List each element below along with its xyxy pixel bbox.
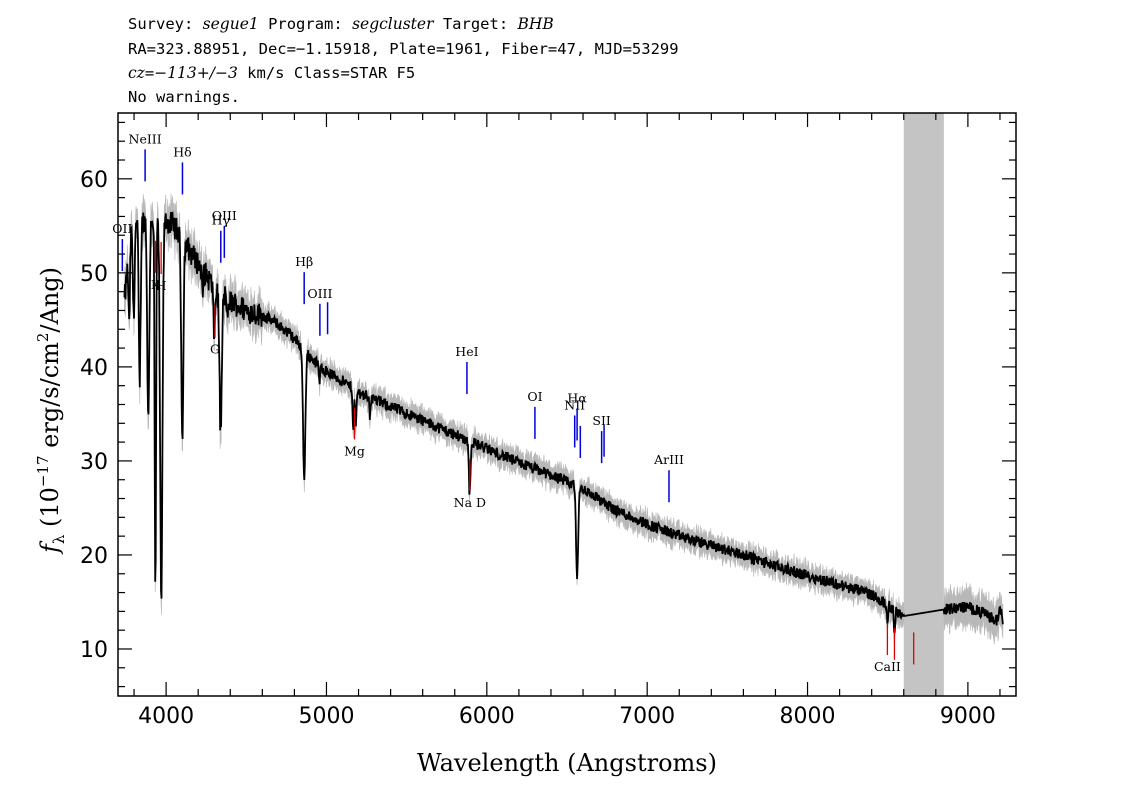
emission-label: Hγ bbox=[212, 213, 230, 228]
flux-spectrum-line bbox=[123, 210, 1004, 634]
emission-label: SII bbox=[592, 413, 611, 428]
x-tick-label: 7000 bbox=[619, 704, 675, 729]
program-label: Program: bbox=[259, 15, 352, 33]
header-line-1: Survey: segue1 Program: segcluster Targe… bbox=[128, 15, 554, 33]
target-label: Target: bbox=[434, 15, 518, 33]
absorption-label: Na D bbox=[454, 495, 486, 510]
program-value: segcluster bbox=[352, 15, 435, 33]
emission-label: Hα bbox=[567, 391, 587, 406]
class-text: km/s Class=STAR F5 bbox=[238, 64, 415, 82]
target-value: BHB bbox=[517, 15, 554, 33]
cz-label: cz bbox=[128, 64, 146, 82]
flux-error-band bbox=[124, 193, 1004, 645]
cz-value: −113+/−3 bbox=[154, 64, 238, 82]
x-tick-label: 6000 bbox=[459, 704, 515, 729]
y-label-sub: λ bbox=[50, 534, 68, 544]
emission-label: OIII bbox=[307, 286, 332, 301]
cz-equals: = bbox=[145, 64, 154, 82]
absorption-label: K bbox=[151, 277, 161, 292]
y-tick-label: 60 bbox=[80, 168, 108, 193]
survey-value: segue1 bbox=[203, 15, 259, 33]
absorption-label: CaII bbox=[874, 659, 901, 674]
absorption-label: G bbox=[210, 342, 220, 357]
plot-header: Survey: segue1 Program: segcluster Targe… bbox=[128, 15, 679, 106]
x-axis-label: Wavelength (Angstroms) bbox=[417, 749, 717, 777]
y-axis-label: fλ (10−17 erg/s/cm2/Ang) bbox=[34, 267, 68, 555]
x-tick-label: 9000 bbox=[940, 704, 996, 729]
header-line-4: No warnings. bbox=[128, 88, 240, 106]
masked-region bbox=[903, 113, 944, 696]
x-tick-label: 8000 bbox=[780, 704, 836, 729]
y-tick-label: 40 bbox=[80, 356, 108, 381]
emission-label: NII bbox=[564, 397, 585, 412]
y-label-c: /Ang) bbox=[36, 267, 64, 333]
y-label-exp2: 2 bbox=[34, 333, 52, 343]
y-tick-label: 20 bbox=[80, 544, 108, 569]
header-line-2: RA=323.88951, Dec=−1.15918, Plate=1961, … bbox=[128, 40, 679, 58]
emission-label: OI bbox=[527, 389, 542, 404]
emission-label: OII bbox=[112, 221, 132, 236]
absorption-label: Mg bbox=[344, 443, 365, 458]
emission-label: Hβ bbox=[295, 254, 313, 269]
y-tick-label: 50 bbox=[80, 262, 108, 287]
emission-label: OIII bbox=[212, 208, 237, 223]
x-tick-label: 4000 bbox=[138, 704, 194, 729]
emission-label: HeI bbox=[455, 344, 478, 359]
emission-label: ArIII bbox=[653, 452, 684, 467]
y-tick-label: 10 bbox=[80, 638, 108, 663]
y-label-a: (10 bbox=[36, 487, 64, 535]
y-tick-label: 30 bbox=[80, 450, 108, 475]
absorption-label: H bbox=[156, 278, 167, 293]
header-line-3: cz=−113+/−3 km/s Class=STAR F5 bbox=[128, 64, 415, 82]
x-tick-label: 5000 bbox=[298, 704, 354, 729]
emission-label: Hδ bbox=[173, 144, 191, 159]
y-label-exp: −17 bbox=[34, 455, 52, 487]
y-label-b: erg/s/cm bbox=[36, 342, 64, 456]
survey-label: Survey: bbox=[128, 15, 203, 33]
emission-label: NeIII bbox=[129, 131, 162, 146]
